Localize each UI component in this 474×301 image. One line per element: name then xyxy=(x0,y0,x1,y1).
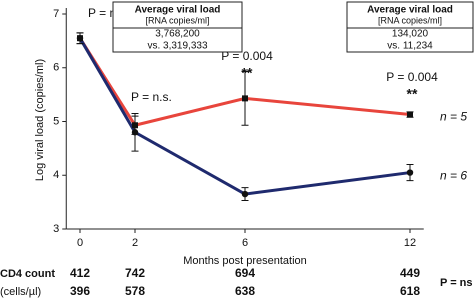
x-axis-label: Months post presentation xyxy=(183,255,307,267)
x-tick-label: 6 xyxy=(242,237,248,249)
cd4-label: CD4 count xyxy=(0,268,55,280)
y-axis-label: Log viral load (copies/ml) xyxy=(34,59,46,181)
y-tick-label: 4 xyxy=(53,169,59,181)
series-label: n = 6 xyxy=(440,169,467,183)
x-tick-label: 12 xyxy=(404,237,416,249)
box-subtitle: [RNA copies/ml] xyxy=(145,15,209,25)
annotation: ** xyxy=(242,65,253,81)
box-line: vs. 3,319,333 xyxy=(147,41,207,52)
annotation: P = 0.004 xyxy=(221,49,273,63)
cd4-value: 396 xyxy=(70,284,90,298)
series-label: n = 5 xyxy=(440,110,467,124)
series-line xyxy=(78,37,411,196)
point xyxy=(242,95,248,102)
cd4-value: 742 xyxy=(125,266,145,280)
annotation: ** xyxy=(407,86,418,102)
box-line: 134,020 xyxy=(392,29,429,40)
series-line xyxy=(78,37,411,127)
x-tick-label: 2 xyxy=(132,237,138,249)
point xyxy=(131,129,139,136)
cd4-unit: (cells/µl) xyxy=(0,286,41,298)
cd4-value: 638 xyxy=(235,284,255,298)
cd4-value: 449 xyxy=(400,266,420,280)
cd4-value: 618 xyxy=(400,284,420,298)
box-line: 3,768,200 xyxy=(155,29,200,40)
y-tick-label: 6 xyxy=(53,62,59,74)
cd4-value: 412 xyxy=(70,266,90,280)
y-tick-label: 5 xyxy=(53,115,59,127)
cd4-value: 694 xyxy=(235,266,255,280)
annotation: P = 0.004 xyxy=(386,70,438,84)
point xyxy=(407,111,413,118)
x-tick-label: 0 xyxy=(77,237,83,249)
box-line: vs. 11,234 xyxy=(387,41,433,52)
annotation: P = n.s. xyxy=(131,90,172,104)
box-subtitle: [RNA copies/ml] xyxy=(378,15,442,25)
point xyxy=(406,169,414,176)
info-box xyxy=(112,1,243,53)
cd4-value: 578 xyxy=(125,284,145,298)
box-title: Average viral load xyxy=(135,5,221,16)
info-box xyxy=(346,1,474,53)
point xyxy=(76,34,84,42)
cd4-p-label: P = ns xyxy=(440,277,473,289)
point xyxy=(241,190,249,198)
y-tick-label: 7 xyxy=(53,8,59,20)
y-tick-label: 3 xyxy=(53,223,59,235)
box-title: Average viral load xyxy=(367,5,453,16)
